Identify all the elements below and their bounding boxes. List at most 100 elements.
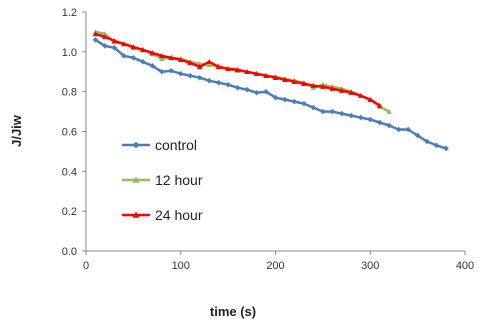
data-point (310, 82, 317, 88)
legend-label: control (155, 137, 197, 153)
data-point (215, 79, 222, 86)
data-point (367, 116, 374, 123)
y-tick-label: 0.6 (62, 127, 77, 139)
series-24-hour (92, 31, 383, 108)
data-point (102, 43, 108, 49)
data-point (215, 63, 222, 70)
data-point (414, 132, 421, 139)
legend-marker (132, 176, 140, 183)
data-point (121, 41, 127, 47)
data-point (367, 96, 374, 102)
data-point (225, 81, 231, 88)
data-point (102, 31, 108, 37)
data-point (386, 108, 392, 114)
data-point (376, 102, 383, 108)
data-point (206, 58, 212, 65)
data-point (282, 96, 288, 103)
data-point (187, 72, 194, 79)
x-axis-ticks: 0 100 200 300 400 (83, 251, 474, 272)
data-point (310, 104, 317, 111)
y-axis-ticks: 0.0 0.2 0.4 0.6 0.8 1.0 1.2 (62, 7, 86, 258)
data-point (121, 53, 127, 59)
data-point (92, 37, 99, 43)
legend-label: 24 hour (155, 207, 203, 223)
legend-item-12-hour: 12 hour (122, 172, 203, 188)
data-point (320, 108, 326, 115)
data-point (168, 67, 175, 74)
data-point (424, 138, 430, 145)
x-tick-label: 200 (266, 260, 284, 272)
legend-label: 12 hour (155, 172, 203, 188)
data-point (405, 126, 411, 133)
data-point (130, 55, 137, 61)
series-control (92, 37, 449, 152)
data-point (159, 56, 165, 62)
data-point (177, 70, 184, 77)
data-point (443, 145, 449, 152)
y-tick-label: 0.8 (62, 87, 77, 99)
data-point (206, 77, 212, 84)
legend-item-24-hour: 24 hour (122, 207, 203, 223)
data-point (263, 88, 269, 95)
y-axis-title: J/Jiw (9, 114, 24, 147)
data-point (111, 38, 118, 44)
series-layer (92, 29, 449, 152)
data-point (234, 66, 241, 72)
legend-marker (132, 141, 140, 149)
data-point (329, 108, 336, 115)
data-point (339, 87, 345, 93)
data-point (291, 98, 298, 105)
data-point (159, 53, 165, 59)
data-point (282, 76, 288, 82)
data-point (433, 142, 440, 149)
data-point (130, 44, 137, 50)
data-point (206, 61, 212, 68)
y-tick-label: 0.4 (62, 166, 77, 178)
data-point (357, 114, 364, 121)
data-point (196, 63, 203, 70)
data-point (196, 74, 203, 81)
data-point (291, 78, 298, 84)
data-point (339, 110, 345, 117)
data-point (272, 74, 279, 80)
x-tick-label: 400 (456, 260, 474, 272)
data-point (159, 68, 165, 75)
data-point (149, 50, 156, 56)
data-point (263, 72, 269, 78)
data-point (168, 55, 175, 61)
data-point (102, 34, 108, 40)
data-point (253, 89, 260, 96)
data-point (395, 126, 402, 133)
x-axis-title: time (s) (210, 304, 256, 319)
data-point (111, 45, 118, 51)
data-point (140, 47, 146, 53)
data-point (329, 85, 336, 91)
data-point (357, 92, 364, 98)
data-point (187, 59, 194, 66)
x-tick-label: 100 (172, 260, 190, 272)
series-line-control (94, 38, 447, 150)
data-point (244, 68, 250, 74)
data-point (149, 62, 156, 69)
legend-item-control: control (122, 137, 197, 153)
y-tick-label: 0.0 (62, 246, 77, 258)
data-point (92, 31, 99, 37)
x-tick-label: 300 (361, 260, 379, 272)
data-point (244, 86, 250, 93)
x-tick-label: 0 (83, 260, 89, 272)
data-point (386, 122, 392, 129)
data-point (348, 89, 355, 95)
y-tick-label: 1.2 (62, 7, 77, 19)
data-point (140, 58, 146, 65)
legend-marker (132, 211, 140, 218)
data-point (301, 80, 307, 86)
y-tick-label: 0.2 (62, 206, 77, 218)
data-point (272, 94, 279, 101)
y-tick-label: 1.0 (62, 47, 77, 59)
data-point (253, 70, 260, 76)
data-point (225, 65, 231, 72)
data-point (348, 112, 355, 119)
data-point (301, 100, 307, 107)
data-point (376, 119, 383, 126)
